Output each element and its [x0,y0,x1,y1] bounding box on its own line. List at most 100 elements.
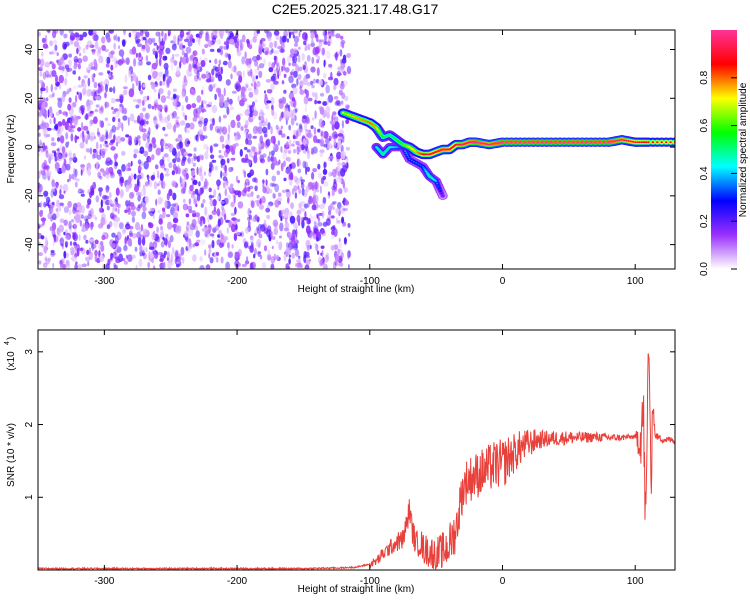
noise-speck [179,60,182,69]
noise-speck [311,204,317,211]
noise-speck [84,134,88,144]
noise-speck [258,62,265,69]
noise-speck [85,222,89,231]
noise-speck [207,39,213,48]
noise-speck [93,135,96,140]
noise-speck [198,32,203,39]
noise-speck [121,150,126,156]
noise-speck [208,195,215,199]
noise-speck [144,112,150,120]
ridge-mark [342,111,345,114]
noise-speck [328,171,331,178]
noise-speck [52,240,55,247]
noise-speck [270,157,274,162]
noise-speck [153,115,158,125]
noise-speck [90,221,94,231]
noise-speck [196,155,201,163]
noise-speck [341,161,346,168]
noise-speck [317,128,321,133]
noise-speck [136,231,141,239]
noise-speck [57,137,61,142]
noise-speck [284,217,288,224]
noise-speck [117,36,120,42]
noise-speck [252,55,258,62]
noise-speck [40,86,43,95]
noise-speck [137,159,142,165]
noise-speck [319,92,325,97]
noise-speck [174,116,180,120]
noise-speck [185,95,189,103]
noise-speck [295,130,298,140]
y-tick-label: 20 [24,92,35,104]
noise-speck [49,226,54,232]
noise-speck [211,240,215,249]
noise-speck [281,150,285,154]
noise-speck [63,219,68,226]
ridge-mark [359,118,363,121]
noise-speck [128,88,135,98]
noise-speck [99,119,102,128]
ridge-mark [527,141,531,144]
noise-speck [71,255,77,262]
noise-speck [151,137,156,145]
noise-speck [43,145,48,150]
noise-speck [157,196,163,205]
noise-speck [210,154,215,159]
noise-speck [297,73,302,80]
noise-speck [110,252,114,259]
noise-speck [270,162,275,170]
noise-speck [255,34,258,42]
noise-speck [340,134,345,139]
noise-speck [95,141,99,150]
ridge-mark [572,141,575,144]
noise-speck [254,99,258,103]
noise-speck [116,169,122,175]
noise-speck [209,145,213,154]
noise-speck [39,169,44,175]
noise-speck [230,183,234,188]
noise-speck [169,261,174,266]
noise-speck [44,61,50,68]
noise-speck [280,162,284,172]
noise-speck [326,97,329,106]
noise-speck [123,30,126,36]
noise-speck [303,255,307,263]
x-tick-label: -100 [360,276,380,287]
noise-speck [38,260,42,265]
noise-speck [85,147,91,153]
noise-speck [128,175,132,184]
noise-speck [62,183,69,193]
noise-speck [113,42,117,50]
noise-speck [343,238,348,243]
noise-speck [328,210,332,216]
noise-speck [113,264,118,269]
noise-speck [154,164,159,170]
noise-speck [240,92,245,101]
noise-speck [95,104,100,108]
noise-speck [142,30,145,34]
noise-speck [172,192,177,201]
noise-speck [177,167,181,175]
noise-speck [212,226,217,233]
noise-speck [216,179,221,187]
noise-speck [105,144,109,148]
noise-speck [175,263,180,268]
noise-speck [127,237,132,247]
noise-speck [77,57,83,64]
noise-speck [333,138,337,146]
noise-speck [335,51,338,61]
noise-speck [54,184,59,189]
noise-speck [200,187,205,194]
noise-speck [63,190,66,194]
ridge-mark [357,117,360,120]
noise-speck [273,80,279,85]
noise-speck [172,110,177,119]
noise-speck [45,258,50,265]
noise-speck [253,248,257,256]
noise-speck [281,96,285,104]
noise-speck [230,119,236,129]
noise-speck [224,164,227,174]
noise-speck [338,188,343,195]
spectrogram-x-label: Height of straight line (km) [298,284,415,295]
noise-speck [55,152,61,161]
